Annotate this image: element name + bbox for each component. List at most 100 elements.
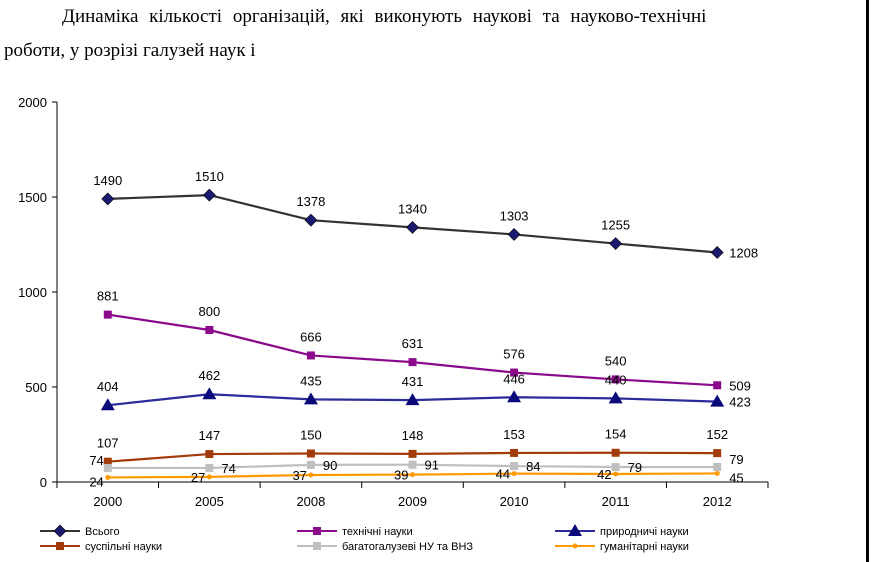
marker-triangle: [507, 390, 522, 403]
marker-triangle: [100, 398, 115, 411]
data-label: 1208: [729, 245, 758, 260]
marker-square: [306, 351, 315, 360]
data-label: 27: [191, 470, 205, 485]
x-tick-label: 2005: [195, 494, 224, 509]
title-line-2: роботи, у розрізі галузей наук і: [4, 40, 256, 61]
marker-diamond: [202, 188, 216, 202]
data-label: 24: [89, 474, 103, 489]
marker-square: [103, 463, 112, 472]
marker-triangle: [202, 387, 217, 400]
data-label: 79: [729, 452, 743, 467]
data-label: 153: [503, 427, 525, 442]
marker-square: [611, 375, 620, 384]
marker-square: [408, 460, 417, 469]
marker-diamond: [101, 192, 115, 206]
marker-square: [205, 450, 214, 459]
data-label: 37: [292, 468, 306, 483]
marker-square: [103, 457, 112, 466]
data-label: 1378: [296, 194, 325, 209]
x-tick-label: 2000: [93, 494, 122, 509]
marker-circle: [308, 472, 314, 478]
legend-label: гуманітарні науки: [600, 541, 689, 553]
x-tick-label: 2009: [398, 494, 427, 509]
legend-label: природничі науки: [600, 526, 689, 538]
data-label: 540: [605, 353, 627, 368]
data-label: 91: [425, 458, 439, 473]
marker-square: [306, 460, 315, 469]
title-line-1: Динаміка кількості організацій, які вико…: [62, 6, 707, 27]
data-label: 423: [729, 395, 751, 410]
marker-triangle: [568, 524, 582, 536]
data-label: 800: [199, 304, 221, 319]
data-label: 39: [394, 468, 408, 483]
marker-square: [306, 449, 315, 458]
data-label: 440: [605, 372, 627, 387]
marker-diamond: [304, 213, 318, 227]
data-label: 152: [706, 427, 728, 442]
data-label: 42: [597, 467, 611, 482]
data-label: 666: [300, 329, 322, 344]
y-tick-label: 1000: [18, 285, 47, 300]
data-label: 431: [402, 374, 424, 389]
marker-diamond: [406, 220, 419, 234]
marker-triangle: [710, 394, 725, 407]
data-label: 84: [526, 459, 540, 474]
y-tick-label: 1500: [18, 190, 47, 205]
data-label: 147: [199, 428, 221, 443]
data-label: 446: [503, 371, 525, 386]
data-label: 45: [729, 470, 743, 485]
data-label: 509: [729, 378, 751, 393]
marker-square: [611, 448, 620, 457]
legend-label: багатогалузеві НУ та ВНЗ: [342, 541, 473, 553]
marker-triangle: [405, 393, 420, 406]
x-tick-label: 2011: [602, 494, 630, 509]
data-label: 631: [402, 336, 424, 351]
marker-diamond: [53, 524, 67, 538]
marker-circle: [206, 474, 212, 480]
marker-triangle: [303, 392, 318, 405]
data-label: 107: [97, 436, 119, 451]
data-label: 576: [503, 347, 525, 362]
data-label: 462: [199, 368, 221, 383]
marker-square: [510, 462, 519, 471]
marker-square: [510, 448, 519, 457]
data-label: 435: [300, 373, 322, 388]
marker-square: [713, 462, 722, 471]
marker-circle: [105, 474, 111, 480]
legend-label: Всього: [85, 526, 120, 538]
y-tick-label: 2000: [18, 95, 47, 110]
marker-square: [205, 463, 214, 472]
marker-circle: [511, 471, 517, 477]
marker-square: [205, 326, 214, 334]
marker-square: [313, 542, 321, 550]
data-label: 881: [97, 289, 119, 304]
marker-circle: [572, 543, 578, 549]
data-label: 1340: [398, 201, 427, 216]
data-label: 74: [89, 453, 103, 468]
page-border: [866, 0, 869, 562]
data-label: 1255: [601, 218, 630, 233]
y-tick-label: 0: [40, 475, 47, 490]
data-label: 1303: [500, 208, 529, 223]
legend-label: суспільні науки: [85, 541, 162, 553]
data-label: 1510: [195, 169, 224, 184]
marker-triangle: [608, 391, 623, 404]
marker-diamond: [507, 228, 521, 241]
data-label: 148: [402, 428, 424, 443]
marker-square: [611, 462, 620, 471]
marker-square: [713, 449, 722, 458]
data-label: 1490: [93, 173, 122, 188]
marker-square: [510, 368, 519, 377]
marker-square: [56, 542, 64, 550]
y-tick-label: 500: [25, 380, 47, 395]
marker-square: [313, 527, 321, 535]
data-label: 154: [605, 427, 627, 442]
data-label: 79: [628, 460, 642, 475]
legend-label: технічні науки: [342, 526, 413, 538]
marker-square: [103, 310, 112, 319]
marker-diamond: [710, 246, 724, 259]
data-label: 150: [300, 428, 322, 443]
data-label: 44: [496, 467, 510, 482]
marker-circle: [410, 472, 415, 478]
